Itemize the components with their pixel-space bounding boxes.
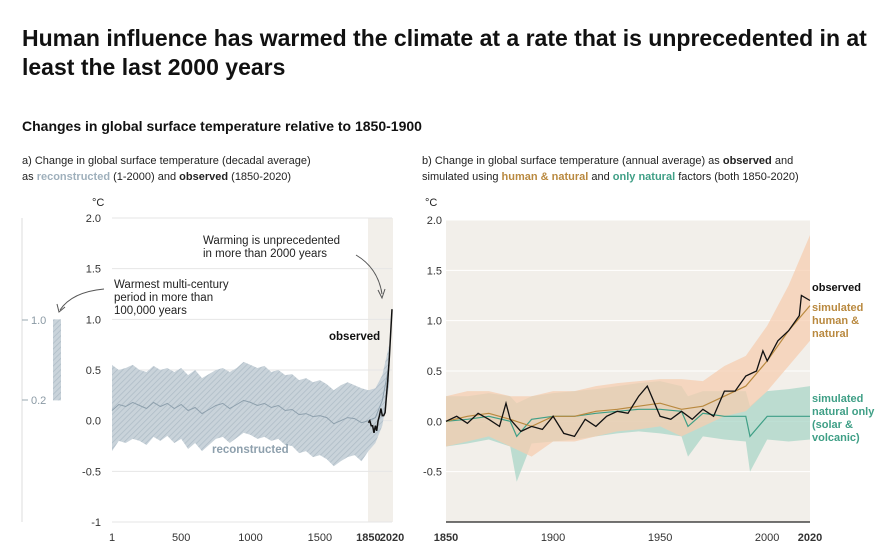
panel-b-unit-label: °C (425, 197, 437, 209)
panel-b-caption-human: human & natural (501, 171, 589, 183)
panel-b-y-tick-label: 0.5 (427, 366, 442, 378)
human-natural-band (446, 235, 810, 457)
annotation-warmest-arrowhead (56, 303, 66, 313)
panel-a-y-tick-label: 2.0 (86, 213, 101, 225)
panel-b-caption-and2: and (591, 171, 610, 183)
panel-b-natural-label-line3: (solar & (812, 419, 853, 431)
panel-b-x-tick-label: 2000 (755, 532, 779, 544)
annotation-warmest-line1: Warmest multi-century (114, 279, 229, 291)
panel-a-x-tick-label: 1500 (308, 532, 332, 544)
chart-subtitle: Changes in global surface temperature re… (22, 118, 422, 134)
panel-b-natural-label-line4: volcanic) (812, 432, 860, 444)
warmest-period-bar (53, 319, 61, 401)
panel-a-caption-observed: observed (179, 171, 229, 183)
annotation-warming-line2: in more than 2000 years (203, 248, 327, 260)
panel-a-unit-label: °C (92, 197, 104, 209)
panel-b-caption-prefix: b) Change in global surface temperature … (422, 155, 720, 167)
panel-a-y-tick-label: 0.0 (86, 416, 101, 428)
reconstructed-line (111, 364, 390, 425)
panel-b-natural-label-line1: simulated (812, 393, 863, 405)
warm-bar-top-label: 1.0 (31, 315, 46, 327)
natural-line (445, 408, 810, 438)
panel-b-human-label-line3: natural (812, 328, 849, 340)
panel-b-y-tick-label: 2.0 (427, 215, 442, 227)
panel-b-y-tick-label: -0.5 (423, 467, 442, 479)
panel-a-reconstructed-label: reconstructed (212, 444, 289, 456)
panel-a-observed-label: observed (329, 331, 380, 343)
annotation-warmest-arrow (59, 288, 105, 311)
panel-b-y-tick-label: 1.0 (427, 316, 442, 328)
panel-a-caption: a) Change in global surface temperature … (22, 153, 382, 185)
panel-b-y-tick-labels: -0.5 0.0 0.5 1.0 1.5 2.0 (423, 215, 442, 479)
warm-bar-bottom-label: 0.2 (31, 395, 46, 407)
panel-a-y-tick-labels: -1 -0.5 0.0 0.5 1.0 1.5 2.0 (82, 213, 101, 529)
panel-b-caption: b) Change in global surface temperature … (422, 153, 882, 185)
panel-b-x-tick-label: 1950 (648, 532, 672, 544)
panel-b-y-tick-label: 1.5 (427, 265, 442, 277)
panel-a-caption-suffix: (1850-2020) (231, 171, 292, 183)
panel-b-natural-label-line2: natural only (812, 406, 875, 418)
panel-b-x-tick-labels: 1850 1900 1950 2000 2020 (434, 532, 822, 544)
panel-a-x-tick-label: 500 (172, 532, 190, 544)
main-title: Human influence has warmed the climate a… (22, 25, 867, 80)
panel-b-caption-line2b: factors (both 1850-2020) (678, 171, 799, 183)
panel-b-x-tick-label: 2020 (798, 532, 822, 544)
annotation-warming-arrowhead (377, 288, 386, 300)
annotation-warmest-line2: period in more than (114, 292, 213, 304)
panel-b-caption-line2a: simulated using (422, 171, 499, 183)
panel-b: -0.5 0.0 0.5 1.0 1.5 2.0 1850 1900 1950 2000 2020… (423, 197, 875, 544)
reconstructed-band (112, 344, 390, 467)
panel-a-x-tick-label: 1 (109, 532, 115, 544)
human-natural-line (445, 305, 811, 428)
annotation-warming-line1: Warming is unprecedented (203, 235, 340, 247)
panel-a-x-tick-labels: 1 500 1000 1500 1850 2020 (109, 532, 404, 544)
panel-b-x-tick-label: 1850 (434, 532, 458, 544)
panel-b-x-tick-label: 1900 (541, 532, 565, 544)
panel-b-observed-label: observed (812, 282, 861, 294)
panel-a-x-tick-label: 1850 (356, 532, 380, 544)
panel-b-human-label-line1: simulated (812, 302, 863, 314)
panel-a-y-tick-label: -0.5 (82, 466, 101, 478)
panel-b-caption-and: and (774, 155, 794, 167)
annotation-warming-arrow (355, 254, 383, 295)
panel-b-observed-line (445, 294, 811, 438)
annotation-warmest-line3: 100,000 years (114, 305, 187, 317)
panel-a-caption-mid: (1-2000) and (113, 171, 177, 183)
panel-b-human-label-line2: human & (812, 315, 859, 327)
panel-a-y-tick-label: 0.5 (86, 365, 101, 377)
panel-a-caption-prefix: a) Change in global surface temperature … (22, 155, 311, 167)
panel-a-observed-line (367, 309, 393, 433)
panel-a: -1-0.50.00.51.01.52.0 1 500 1000 1500 1850 20… (21, 197, 404, 544)
panel-b-caption-observed: observed (722, 155, 772, 167)
panel-a-x-tick-label: 1000 (238, 532, 262, 544)
panel-a-y-tick-label: -1 (91, 517, 101, 529)
panel-a-y-tick-label: 1.0 (86, 314, 101, 326)
panel-a-y-tick-label: 1.5 (86, 264, 101, 276)
panel-a-caption-as: as (22, 171, 34, 183)
panel-b-caption-natural: only natural (612, 171, 676, 183)
panel-a-caption-reconstructed: reconstructed (36, 171, 111, 183)
panel-a-x-tick-label: 2020 (380, 532, 404, 544)
panel-b-y-tick-label: 0.0 (427, 416, 442, 428)
